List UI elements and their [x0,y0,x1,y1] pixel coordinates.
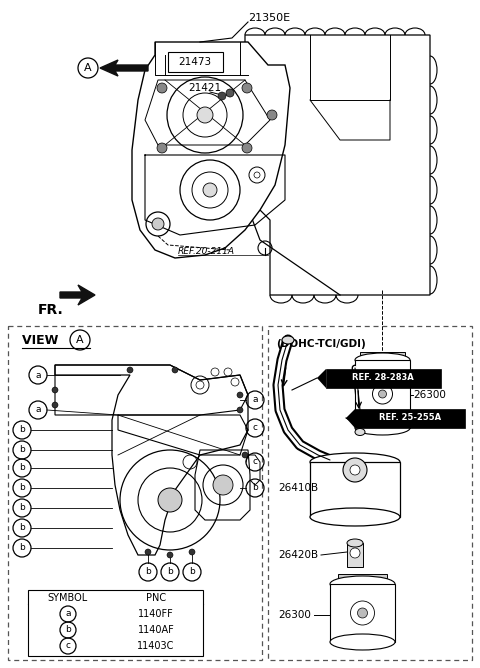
Ellipse shape [330,634,395,650]
Circle shape [237,407,243,413]
Bar [360,352,405,364]
Text: 26300: 26300 [278,610,311,620]
Circle shape [213,475,233,495]
Circle shape [242,143,252,153]
Text: 21421: 21421 [188,83,221,93]
Bar [8,326,262,660]
Circle shape [242,83,252,93]
Text: (DOHC-TCI/GDI): (DOHC-TCI/GDI) [276,339,366,349]
Ellipse shape [355,353,410,367]
Text: PNC: PNC [146,593,166,603]
Polygon shape [55,365,248,555]
Ellipse shape [355,428,365,436]
Text: b: b [65,625,71,635]
Bar [355,360,410,428]
Text: b: b [19,504,25,512]
Polygon shape [132,42,290,258]
Text: c: c [65,641,71,651]
Circle shape [203,183,217,197]
Circle shape [189,549,195,555]
Text: a: a [35,371,41,379]
Text: b: b [145,568,151,576]
Bar [338,574,387,586]
Text: b: b [19,484,25,492]
Text: b: b [19,446,25,454]
Bar [355,409,465,428]
Text: a: a [65,609,71,619]
Text: b: b [189,568,195,576]
Text: SYMBOL: SYMBOL [48,593,88,603]
Circle shape [350,548,360,558]
Text: c: c [252,458,257,466]
Text: 1140AF: 1140AF [138,625,174,635]
Text: b: b [19,524,25,532]
Bar [28,590,203,656]
Bar [326,369,441,388]
Text: a: a [252,395,258,405]
Circle shape [167,552,173,558]
Text: 1140FF: 1140FF [138,609,174,619]
Circle shape [145,549,151,555]
Text: VIEW: VIEW [22,333,63,347]
Circle shape [350,465,360,475]
Ellipse shape [282,336,294,344]
Text: 26300: 26300 [413,390,446,400]
Circle shape [52,402,58,408]
Circle shape [267,110,277,120]
Circle shape [218,92,226,100]
Polygon shape [317,369,326,388]
Text: b: b [19,544,25,552]
Text: b: b [19,426,25,434]
Circle shape [127,367,133,373]
Circle shape [172,367,178,373]
Bar [347,543,363,567]
Text: A: A [84,63,92,73]
Text: b: b [167,568,173,576]
Text: 21350E: 21350E [248,13,290,23]
Polygon shape [346,409,355,428]
Circle shape [237,392,243,398]
Text: REF. 25-255A: REF. 25-255A [379,413,441,422]
Circle shape [152,218,164,230]
Text: c: c [252,424,257,432]
Circle shape [52,387,58,393]
Text: a: a [35,405,41,415]
Text: FR.: FR. [38,303,64,317]
Circle shape [242,452,248,458]
Circle shape [379,390,386,398]
Ellipse shape [347,539,363,547]
Text: 11403C: 11403C [137,641,175,651]
Text: 26420B: 26420B [278,550,318,560]
Circle shape [226,89,234,97]
Circle shape [197,107,213,123]
Bar [168,52,223,72]
Bar [310,462,400,517]
Text: REF. 28-283A: REF. 28-283A [352,373,414,383]
Circle shape [157,143,167,153]
Text: 26410B: 26410B [278,483,318,493]
Ellipse shape [355,421,410,435]
Text: b: b [252,484,258,492]
Circle shape [358,608,368,618]
Ellipse shape [330,576,395,592]
Polygon shape [60,285,95,305]
Text: REF.20-211A: REF.20-211A [178,248,235,257]
Text: 21473: 21473 [179,57,212,67]
Circle shape [157,83,167,93]
Circle shape [158,488,182,512]
Circle shape [343,458,367,482]
Ellipse shape [310,453,400,471]
Bar [268,326,472,660]
Ellipse shape [310,508,400,526]
Bar [330,584,395,642]
Polygon shape [100,60,148,76]
Text: A: A [76,335,84,345]
Text: b: b [19,464,25,472]
